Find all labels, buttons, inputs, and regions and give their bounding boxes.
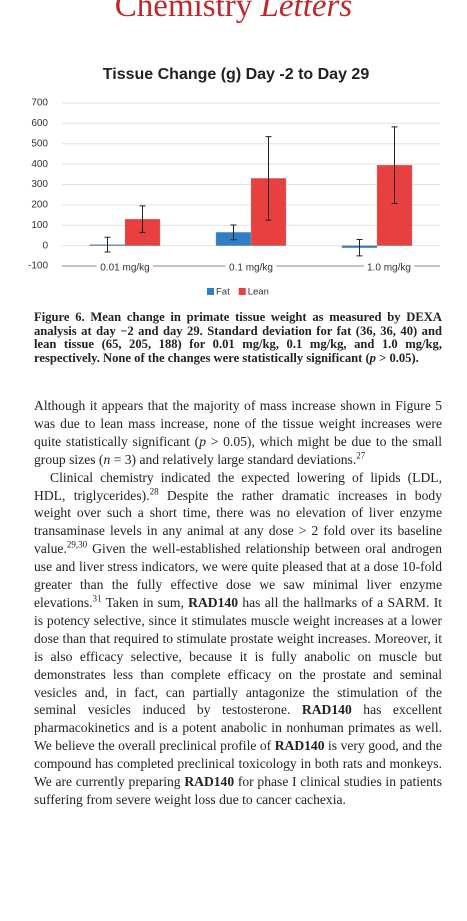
error-bar — [265, 136, 272, 221]
x-tick-label: 0.01 mg/kg — [100, 263, 149, 274]
y-tick-label: 700 — [31, 98, 48, 109]
text-run: = 3) and relatively large standard devia… — [110, 451, 357, 467]
y-tick-label: -100 — [28, 261, 48, 272]
reference: 28 — [149, 486, 159, 496]
error-bar — [230, 224, 237, 241]
text-run: RAD140 — [188, 594, 239, 610]
text-run: Mean change in primate tissue weight as … — [34, 310, 442, 365]
text-run: RAD140 — [301, 702, 352, 718]
error-bar — [104, 236, 111, 253]
x-tick-label: 1.0 mg/kg — [367, 263, 411, 274]
text-run: RAD140 — [184, 774, 235, 790]
y-tick-label: 0 — [42, 240, 48, 251]
journal-name: Chemistry — [114, 0, 253, 24]
y-tick-label: 100 — [31, 220, 48, 231]
text-run: for phase I clinical studies in patients… — [34, 774, 442, 807]
text-run: > 0.05). — [375, 350, 419, 365]
text-run: Given the well-established relationship … — [34, 541, 442, 610]
legend-label: Fat — [216, 287, 230, 298]
y-tick-label: 600 — [31, 118, 48, 129]
text-run: p — [199, 433, 206, 449]
text-run: Figure 6. — [34, 310, 85, 324]
y-tick-label: 200 — [31, 200, 48, 211]
text-run: is very good, and the compound has compl… — [34, 738, 442, 790]
text-run: has excellent pharmacokinetics and is a … — [34, 702, 442, 754]
legend-swatch — [238, 288, 246, 295]
body-text: Although it appears that the majority of… — [34, 397, 442, 809]
chart-title: Tissue Change (g) Day -2 to Day 29 — [103, 66, 370, 83]
y-tick-label: 300 — [31, 179, 48, 190]
reference: 27 — [356, 450, 366, 461]
text-run: Clinical chemistry indicated the expecte… — [34, 469, 442, 503]
paragraph: Clinical chemistry indicated the expecte… — [34, 469, 442, 809]
error-bar — [139, 205, 146, 233]
legend-label: Lean — [248, 287, 269, 298]
text-run: RAD140 — [274, 738, 325, 754]
journal-name-italic: Letters — [260, 0, 353, 24]
legend-swatch — [207, 288, 214, 295]
error-bar — [391, 126, 398, 204]
reference: 29,30 — [66, 539, 88, 550]
text-run: > 0.05), which might be due to the small… — [34, 433, 442, 467]
y-tick-label: 500 — [31, 138, 48, 149]
chart: Tissue Change (g) Day -2 to Day 29 -100 0… — [28, 66, 440, 298]
y-tick-label: 400 — [31, 159, 48, 170]
error-bar — [356, 239, 363, 257]
text-run: has all the hallmarks of a SARM. It is p… — [34, 594, 443, 718]
text-run: n — [103, 451, 111, 467]
figure-caption: Figure 6. Mean change in primate tissue … — [34, 310, 442, 365]
paragraph: Although it appears that the majority of… — [34, 397, 442, 469]
text-run: p — [369, 350, 376, 365]
text-run: Despite the rather dramatic increases in… — [34, 487, 442, 557]
reference: 31 — [92, 593, 102, 604]
journal-logo: Chemistry Letters — [0, 0, 467, 25]
text-run: Taken in sum, — [101, 594, 189, 610]
x-tick-label: 0.1 mg/kg — [229, 263, 273, 274]
text-run: Although it appears that the majority of… — [34, 398, 442, 449]
